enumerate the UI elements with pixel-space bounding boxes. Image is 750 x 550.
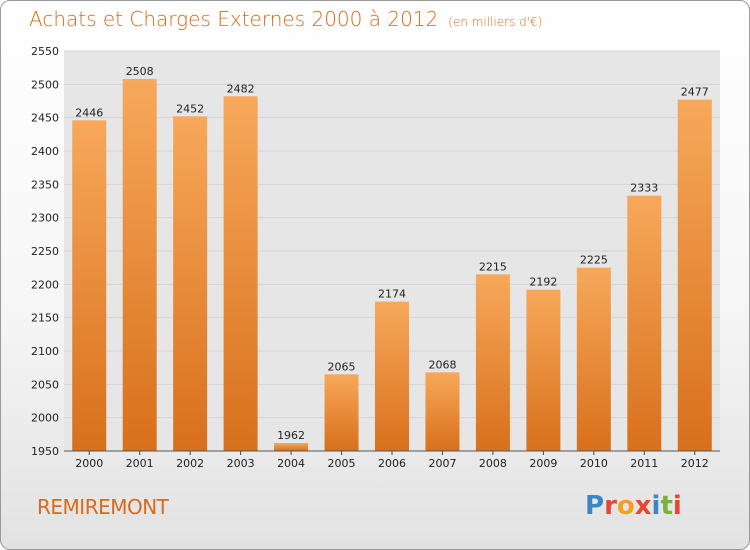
data-label-2007: 2068 <box>428 358 456 371</box>
x-tick-label: 2009 <box>529 457 557 470</box>
data-label-2004: 1962 <box>277 429 305 442</box>
chart-subtitle: (en milliers d'€) <box>448 15 543 29</box>
y-tick-label: 1950 <box>31 445 59 458</box>
chart-title: Achats et Charges Externes 2000 à 2012 (e… <box>29 7 542 31</box>
logo-letter: t <box>660 491 673 521</box>
bar-2007 <box>425 372 460 451</box>
y-tick-label: 2500 <box>31 78 59 91</box>
bar-2001 <box>122 79 157 451</box>
bar-2006 <box>375 301 409 451</box>
bar-2000 <box>72 120 107 451</box>
bar-2009 <box>526 289 561 451</box>
x-tick-label: 2003 <box>227 457 255 470</box>
data-label-2000: 2446 <box>75 106 103 119</box>
data-label-2005: 2065 <box>328 360 356 373</box>
y-tick-label: 2400 <box>31 145 59 158</box>
chart-title-text: Achats et Charges Externes 2000 à 2012 <box>29 7 439 31</box>
bar-2003 <box>223 96 258 451</box>
x-tick-label: 2008 <box>479 457 507 470</box>
x-tick-label: 2002 <box>176 457 204 470</box>
y-tick-label: 2450 <box>31 112 59 125</box>
data-label-2006: 2174 <box>378 288 406 301</box>
logo-letter: P <box>585 491 605 521</box>
bar-2005 <box>324 374 359 451</box>
x-tick-label: 2005 <box>328 457 356 470</box>
y-tick-label: 2550 <box>31 45 59 58</box>
logo-letter: o <box>616 491 635 521</box>
data-label-2001: 2508 <box>126 65 154 78</box>
x-tick-label: 2004 <box>277 457 305 470</box>
y-tick-label: 2300 <box>31 212 59 225</box>
x-tick-label: 2011 <box>630 457 658 470</box>
x-tick-label: 2010 <box>580 457 608 470</box>
data-label-2010: 2225 <box>580 254 608 267</box>
bar-2012 <box>677 99 712 452</box>
data-label-2009: 2192 <box>529 276 557 289</box>
bar-2011 <box>627 195 662 451</box>
bar-2008 <box>475 274 510 451</box>
x-tick-label: 2006 <box>378 457 406 470</box>
y-tick-label: 2000 <box>31 412 59 425</box>
data-label-2002: 2452 <box>176 102 204 115</box>
y-tick-label: 2200 <box>31 278 59 291</box>
y-tick-label: 2150 <box>31 312 59 325</box>
x-tick-label: 2012 <box>681 457 709 470</box>
data-label-2012: 2477 <box>681 86 709 99</box>
town-name: REMIREMONT <box>37 495 169 519</box>
data-label-2008: 2215 <box>479 260 507 273</box>
plot-area: 1950 2000 2050 2100 2150 2200 2250 2300 2350 2400… <box>31 45 720 470</box>
logo-letter: x <box>634 491 652 521</box>
x-tick-label: 2000 <box>75 457 103 470</box>
logo-letter: i <box>651 491 661 521</box>
logo-letter: r <box>604 491 617 521</box>
y-tick-label: 2100 <box>31 345 59 358</box>
logo-letter: i <box>672 491 682 521</box>
bar-2004 <box>274 443 309 451</box>
proxiti-logo[interactable]: Proxiti <box>585 491 682 521</box>
bar-2002 <box>173 116 208 451</box>
bar-2010 <box>576 267 611 451</box>
x-tick-label: 2007 <box>428 457 456 470</box>
x-tick-label: 2001 <box>126 457 154 470</box>
y-tick-label: 2050 <box>31 378 59 391</box>
y-tick-label: 2250 <box>31 245 59 258</box>
data-label-2011: 2333 <box>630 182 658 195</box>
data-label-2003: 2482 <box>227 82 255 95</box>
y-tick-label: 2350 <box>31 178 59 191</box>
